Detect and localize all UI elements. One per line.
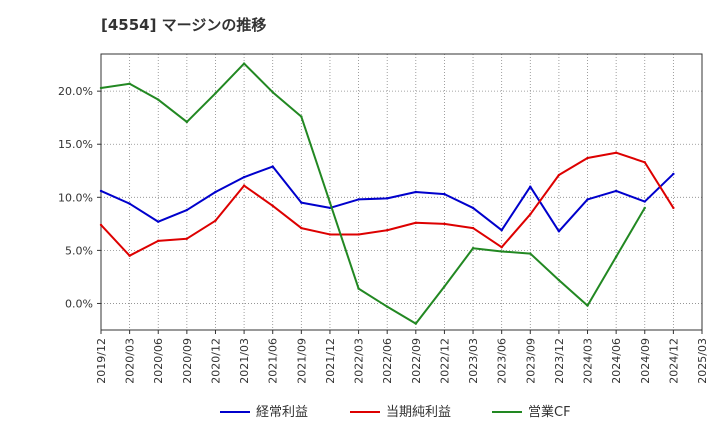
data-point — [357, 233, 360, 236]
grid-layer — [101, 54, 702, 330]
data-point — [157, 239, 160, 243]
x-tick-label: 2021/09 — [295, 338, 308, 384]
data-point — [128, 202, 131, 205]
data-point — [672, 172, 675, 176]
data-point — [185, 120, 189, 124]
data-point — [271, 165, 274, 168]
data-point — [385, 197, 389, 200]
x-tick-label: 2019/12 — [95, 338, 108, 384]
data-point — [214, 219, 217, 222]
data-point — [357, 287, 360, 290]
data-point — [586, 198, 589, 201]
data-point — [242, 62, 246, 65]
data-point — [443, 285, 446, 288]
data-point — [471, 226, 475, 230]
y-tick-label: 15.0% — [58, 138, 93, 151]
data-point — [643, 200, 646, 203]
data-point — [99, 86, 103, 90]
x-tick-label: 2022/06 — [381, 338, 394, 384]
series-layer — [99, 62, 675, 325]
data-point — [328, 201, 332, 204]
series-line-営業CF — [100, 62, 646, 325]
x-tick-label: 2021/12 — [324, 338, 337, 384]
data-point — [643, 206, 646, 210]
data-point — [414, 190, 418, 194]
x-tick-label: 2023/06 — [496, 338, 509, 384]
data-point — [128, 254, 131, 257]
data-point — [300, 201, 303, 204]
y-tick-label: 20.0% — [58, 85, 93, 98]
data-point — [557, 230, 561, 233]
x-tick-label: 2020/06 — [152, 338, 165, 384]
x-tick-label: 2022/09 — [410, 338, 423, 384]
x-tick-label: 2024/12 — [667, 338, 680, 384]
x-tick-label: 2020/09 — [181, 338, 194, 384]
data-point — [557, 278, 561, 282]
y-tick-label: 5.0% — [65, 244, 93, 257]
data-point — [157, 220, 160, 223]
x-tick-label: 2024/06 — [610, 338, 623, 384]
chart-title: [4554] マージンの推移 — [101, 16, 266, 34]
data-point — [557, 173, 561, 177]
legend-label: 営業CF — [528, 404, 571, 420]
data-point — [414, 221, 418, 224]
data-point — [500, 246, 503, 249]
data-point — [471, 247, 475, 250]
data-point — [242, 175, 246, 179]
x-tick-label: 2025/03 — [696, 338, 709, 384]
data-point — [242, 184, 246, 187]
legend-label: 経常利益 — [256, 405, 308, 420]
legend-label: 当期純利益 — [386, 405, 451, 420]
x-tick-label: 2020/12 — [209, 338, 222, 384]
data-point — [328, 233, 332, 236]
x-tick-label: 2021/03 — [238, 338, 251, 384]
data-point — [500, 250, 503, 253]
data-point — [414, 322, 418, 325]
data-point — [385, 305, 389, 308]
data-point — [185, 237, 189, 240]
x-tick-label: 2024/09 — [639, 338, 652, 384]
data-point — [586, 156, 589, 160]
data-point — [157, 98, 160, 101]
legend-layer: 経常利益 当期純利益 営業CF — [220, 404, 571, 420]
data-point — [128, 82, 131, 85]
data-point — [500, 229, 503, 232]
data-point — [443, 222, 446, 226]
data-point — [443, 192, 446, 196]
y-tick-label: 10.0% — [58, 191, 93, 204]
data-point — [300, 115, 303, 118]
data-point — [529, 185, 532, 188]
data-point — [614, 189, 618, 193]
data-point — [214, 190, 217, 194]
data-point — [271, 91, 274, 94]
data-point — [271, 204, 274, 207]
y-tick-label: 0.0% — [65, 297, 93, 310]
data-point — [672, 206, 675, 210]
data-point — [357, 198, 360, 201]
data-point — [99, 189, 103, 193]
x-tick-label: 2023/03 — [467, 338, 480, 384]
x-tick-label: 2024/03 — [582, 338, 595, 384]
data-point — [614, 151, 618, 154]
data-point — [586, 304, 589, 307]
axes-layer: 2019/12 2020/03 2020/06 2020/09 2020/12 2021/… — [58, 53, 709, 384]
x-tick-label: 2020/03 — [124, 338, 137, 384]
data-point — [643, 161, 646, 164]
x-tick-label: 2022/12 — [438, 338, 451, 384]
x-tick-label: 2023/09 — [524, 338, 537, 384]
x-tick-label: 2021/06 — [267, 338, 280, 384]
data-point — [385, 229, 389, 232]
data-point — [614, 255, 618, 258]
x-tick-label: 2022/03 — [353, 338, 366, 384]
data-point — [214, 92, 217, 95]
x-tick-label: 2023/12 — [553, 338, 566, 384]
data-point — [529, 252, 532, 255]
data-point — [185, 208, 189, 212]
data-point — [300, 226, 303, 230]
data-point — [529, 213, 532, 216]
data-point — [99, 223, 103, 227]
data-point — [471, 206, 475, 210]
